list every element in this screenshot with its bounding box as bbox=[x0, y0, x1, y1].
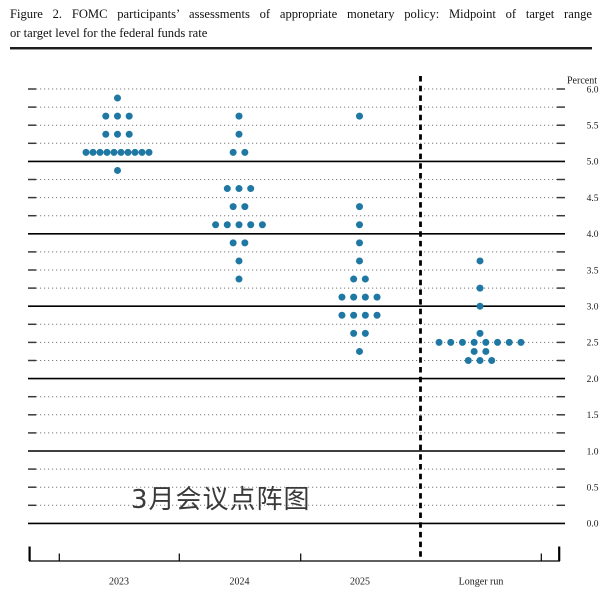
dot-2023-5.125 bbox=[110, 148, 118, 156]
dot-2025-2.875 bbox=[350, 311, 358, 319]
figure-title: Figure 2. FOMC participants’ assessments… bbox=[10, 5, 592, 42]
dot-2025-2.625 bbox=[350, 329, 358, 337]
dot-2025-4.375 bbox=[356, 203, 363, 211]
dot-2024-4.125 bbox=[258, 221, 266, 229]
dot-Longer-run-2.5 bbox=[505, 338, 513, 346]
dot-Longer-run-2.375 bbox=[482, 347, 490, 355]
dot-2023-5.375 bbox=[114, 130, 121, 138]
dot-2025-3.875 bbox=[356, 239, 363, 247]
x-category-label: 2023 bbox=[109, 577, 129, 588]
dot-2024-5.125 bbox=[241, 148, 249, 156]
y-tick-label: 0.0 bbox=[587, 520, 599, 530]
dot-2025-3.125 bbox=[373, 293, 381, 301]
dot-2024-4.125 bbox=[223, 221, 231, 229]
dot-Longer-run-2.5 bbox=[482, 338, 490, 346]
dot-Longer-run-3 bbox=[476, 302, 484, 310]
dot-2025-2.875 bbox=[361, 311, 369, 319]
dot-2023-5.125 bbox=[117, 148, 125, 156]
y-tick-label: 5.0 bbox=[587, 158, 599, 168]
dot-2024-4.375 bbox=[229, 203, 237, 211]
y-tick-label: 4.5 bbox=[587, 194, 599, 204]
dot-Longer-run-2.5 bbox=[470, 338, 478, 346]
dot-2025-3.375 bbox=[350, 275, 358, 283]
y-tick-label: 2.5 bbox=[587, 339, 599, 349]
dot-2024-3.875 bbox=[241, 239, 249, 247]
x-category-label: Longer run bbox=[459, 577, 504, 588]
dot-2025-3.625 bbox=[356, 257, 363, 265]
dot-2024-4.375 bbox=[241, 203, 249, 211]
dot-2025-2.875 bbox=[373, 311, 381, 319]
dot-Longer-run-2.25 bbox=[488, 357, 496, 364]
dot-2025-2.625 bbox=[361, 329, 369, 337]
y-tick-label: 3.0 bbox=[587, 303, 599, 313]
dot-2024-4.625 bbox=[223, 185, 231, 193]
x-category-label: 2024 bbox=[230, 577, 250, 588]
dot-2023-5.375 bbox=[125, 130, 133, 138]
dot-Longer-run-2.25 bbox=[464, 357, 472, 364]
dot-Longer-run-2.5 bbox=[447, 338, 455, 346]
dot-Longer-run-2.625 bbox=[476, 329, 484, 337]
dot-2023-5.125 bbox=[131, 148, 139, 156]
y-tick-label: 5.5 bbox=[587, 122, 599, 132]
dot-2024-5.375 bbox=[235, 130, 243, 138]
dot-2023-4.875 bbox=[114, 166, 121, 174]
y-tick-label: 1.0 bbox=[587, 447, 599, 457]
dot-2025-3.125 bbox=[338, 293, 346, 301]
title-divider-rule bbox=[10, 47, 592, 50]
dot-2023-5.125 bbox=[89, 148, 97, 156]
dot-2023-5.125 bbox=[138, 148, 146, 156]
y-tick-label: 1.5 bbox=[587, 411, 599, 421]
y-tick-label: 3.5 bbox=[587, 266, 599, 276]
dot-2025-3.125 bbox=[361, 293, 369, 301]
dot-2025-2.875 bbox=[338, 311, 346, 319]
dot-Longer-run-3.625 bbox=[476, 257, 484, 265]
dot-Longer-run-3.25 bbox=[476, 284, 484, 292]
dot-Longer-run-2.5 bbox=[517, 338, 525, 346]
dot-2024-4.625 bbox=[247, 185, 255, 193]
dot-2023-5.625 bbox=[114, 112, 121, 120]
dot-2024-4.125 bbox=[212, 221, 220, 229]
dot-2024-4.125 bbox=[247, 221, 255, 229]
dot-2023-5.125 bbox=[124, 148, 132, 156]
y-tick-label: 0.5 bbox=[587, 484, 599, 494]
dot-2023-5.875 bbox=[114, 94, 121, 102]
dot-2023-5.125 bbox=[82, 148, 90, 156]
y-tick-label: 4.0 bbox=[587, 230, 599, 240]
watermark-text: 3月会议点阵图 bbox=[131, 485, 311, 515]
y-tick-label: 2.0 bbox=[587, 375, 599, 385]
dot-2025-5.625 bbox=[356, 112, 363, 120]
dot-2024-5.625 bbox=[235, 112, 243, 120]
dot-2024-4.625 bbox=[235, 185, 243, 193]
dot-2023-5.625 bbox=[125, 112, 133, 120]
dot-2024-3.625 bbox=[235, 257, 243, 265]
dot-Longer-run-2.25 bbox=[476, 357, 484, 364]
y-tick-label: 6.0 bbox=[587, 85, 599, 95]
dot-Longer-run-2.5 bbox=[458, 338, 466, 346]
dot-2025-3.125 bbox=[350, 293, 358, 301]
figure-title-line1: Figure 2. FOMC participants’ assessments… bbox=[10, 7, 592, 21]
dot-2024-3.375 bbox=[235, 275, 243, 283]
y-axis-label: Percent bbox=[567, 76, 597, 87]
dot-2024-3.875 bbox=[229, 239, 237, 247]
dot-Longer-run-2.5 bbox=[435, 338, 443, 346]
dot-Longer-run-2.5 bbox=[494, 338, 502, 346]
dot-2023-5.125 bbox=[96, 148, 104, 156]
dot-2023-5.125 bbox=[103, 148, 111, 156]
dot-2025-2.375 bbox=[356, 347, 363, 355]
figure-title-line2: or target level for the federal funds ra… bbox=[10, 25, 208, 40]
dot-2025-3.375 bbox=[361, 275, 369, 283]
dot-2024-4.125 bbox=[235, 221, 243, 229]
dot-2025-4.125 bbox=[356, 221, 363, 229]
dot-2023-5.125 bbox=[145, 148, 153, 156]
dot-Longer-run-2.375 bbox=[470, 347, 478, 355]
dot-2023-5.375 bbox=[102, 130, 110, 138]
x-category-label: 2025 bbox=[350, 577, 370, 588]
dot-2024-5.125 bbox=[229, 148, 237, 156]
dot-2023-5.625 bbox=[102, 112, 110, 120]
